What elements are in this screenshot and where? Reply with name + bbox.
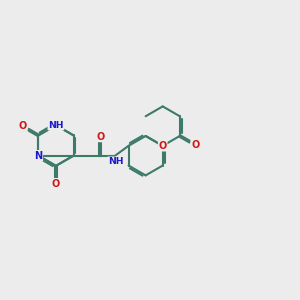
Text: O: O [159,141,167,151]
Text: O: O [96,132,104,142]
Text: O: O [52,179,60,189]
Text: NH: NH [48,121,64,130]
Text: NH: NH [108,157,123,166]
Text: O: O [191,140,200,150]
Text: O: O [19,122,27,131]
Text: N: N [34,151,42,161]
